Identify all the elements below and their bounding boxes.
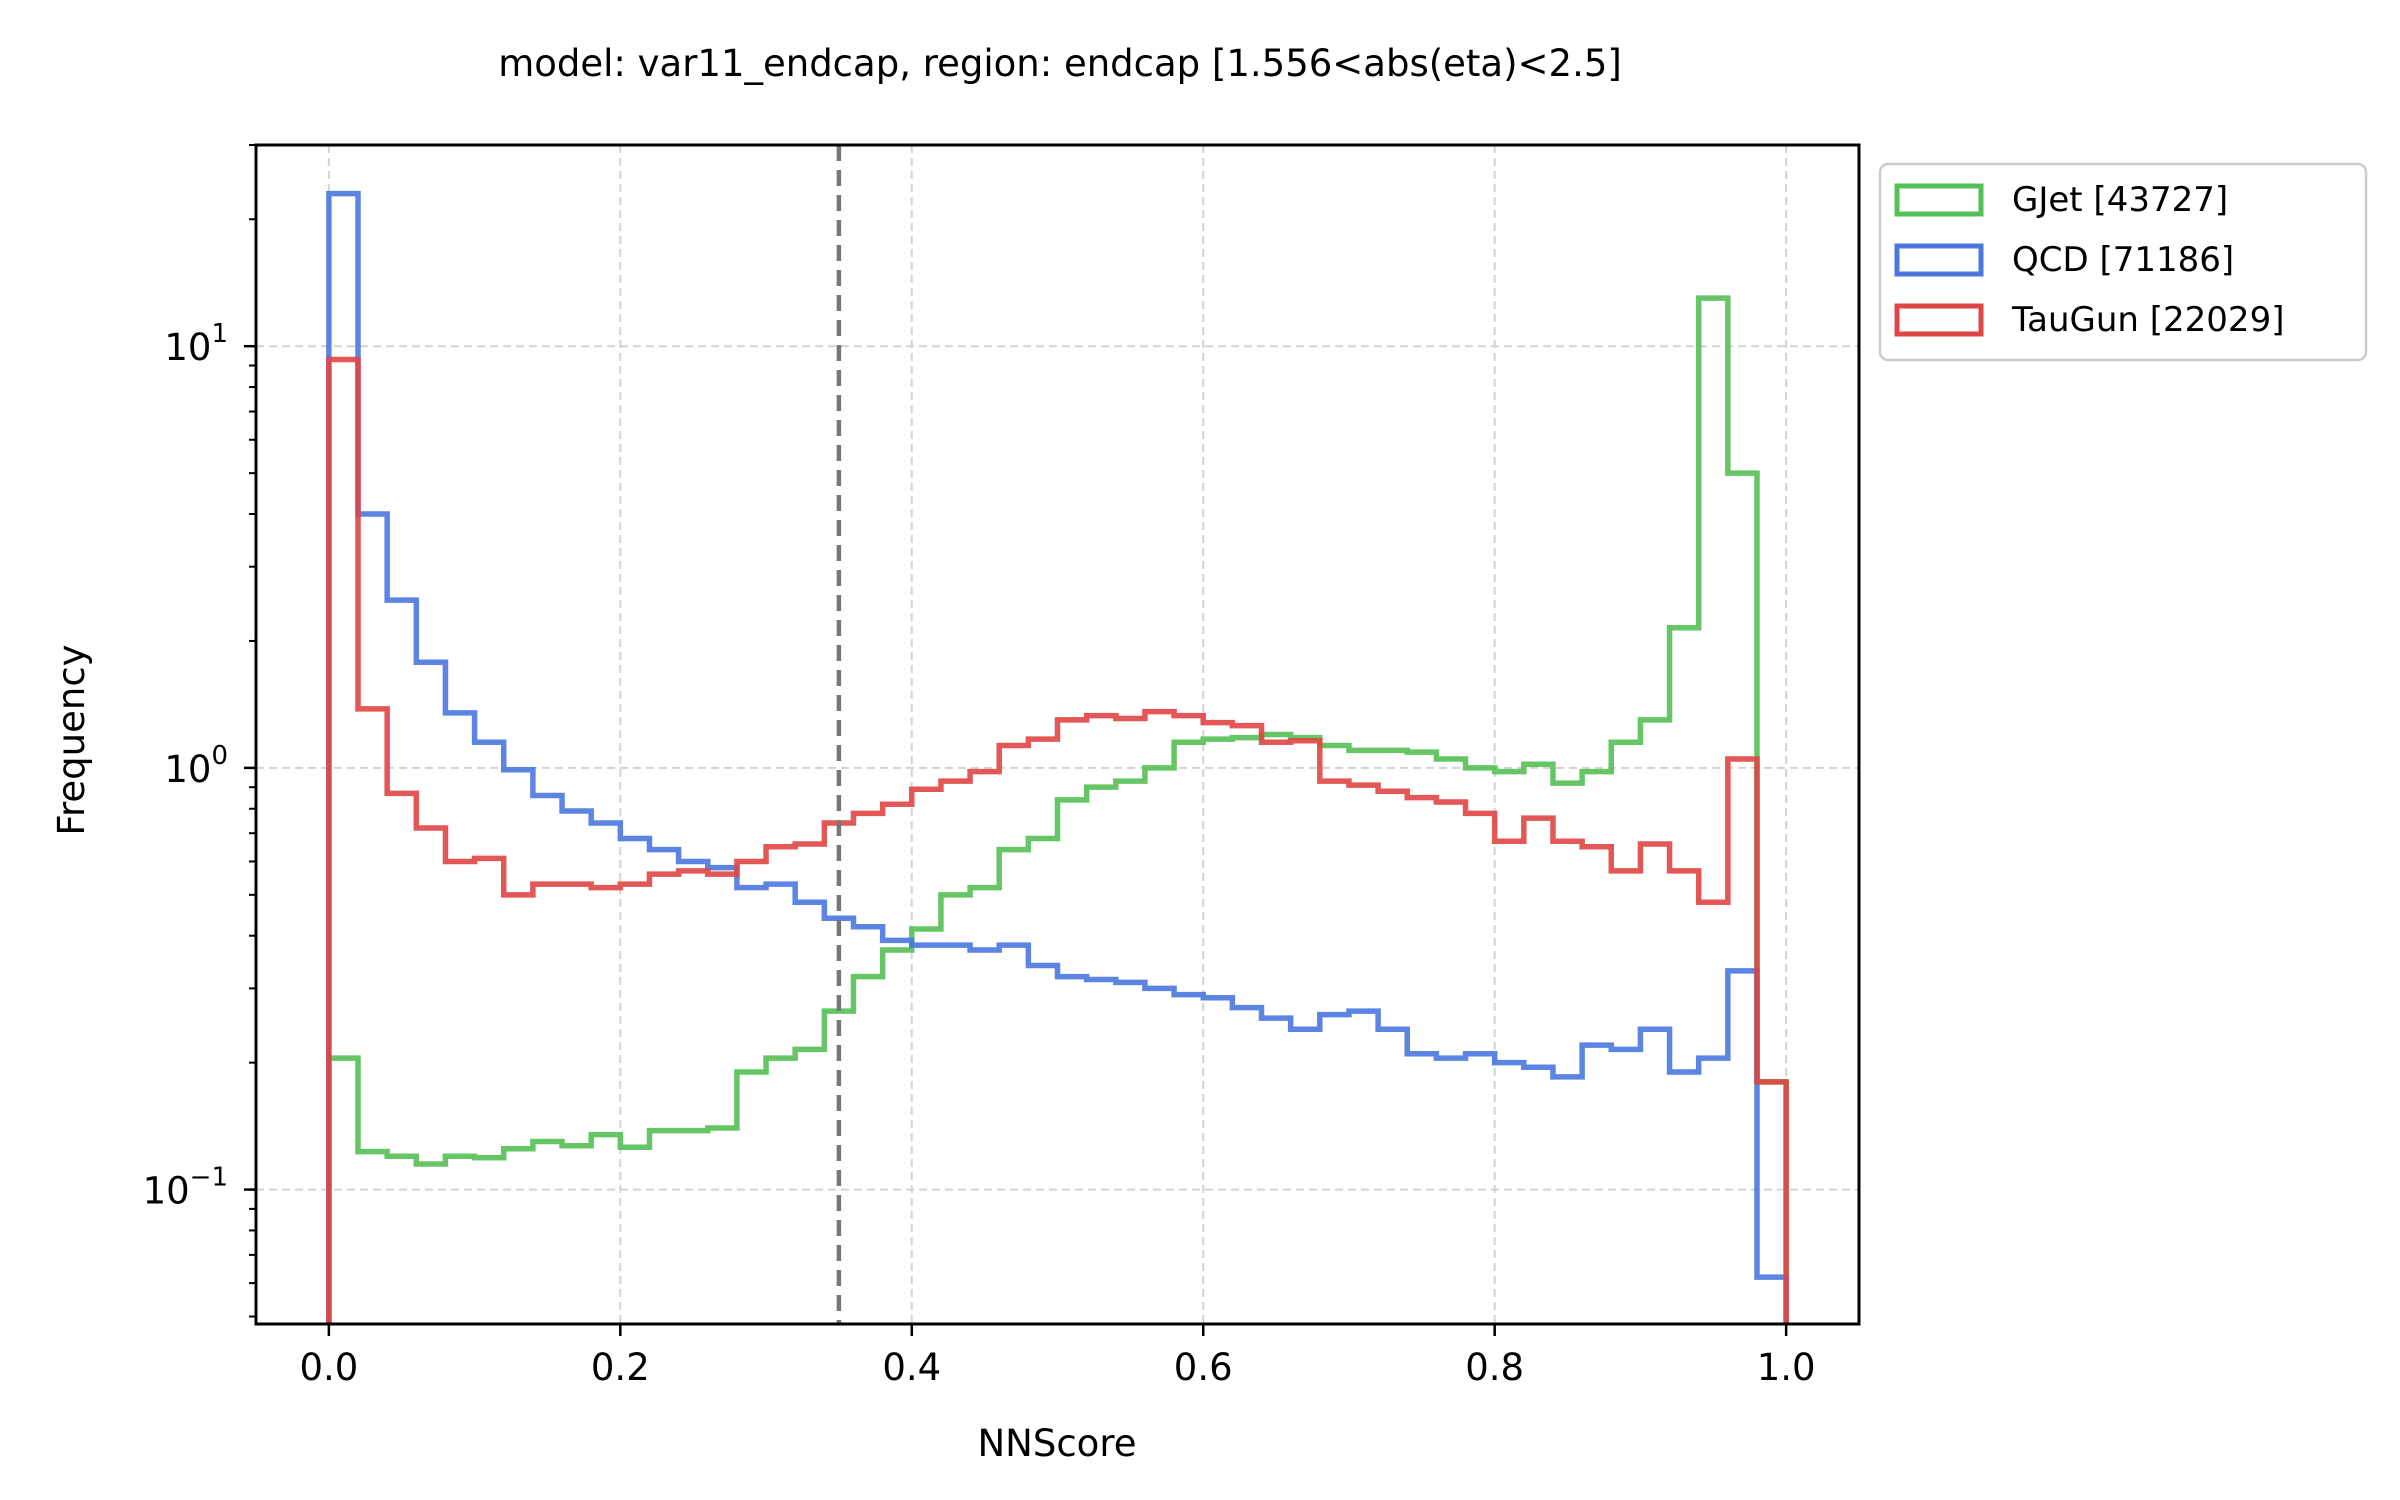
- x-axis: 0.0 0.2 0.4 0.6 0.8 1.0: [299, 1324, 1816, 1389]
- legend-swatch-taugun: [1894, 303, 1984, 337]
- x-axis-label: NNScore: [978, 1422, 1137, 1465]
- series-gjet-line: [326, 295, 1789, 1324]
- legend-label-qcd: QCD [71186]: [2012, 240, 2234, 280]
- legend-label-taugun: TauGun [22029]: [2011, 300, 2284, 340]
- legend: GJet [43727] QCD [71186] TauGun [22029]: [1878, 162, 2368, 362]
- chart-title: model: var11_endcap, region: endcap [1.5…: [498, 42, 1622, 85]
- x-tick-label: 0.2: [591, 1346, 650, 1389]
- y-axis-label: Frequency: [50, 644, 93, 835]
- x-tick-label: 1.0: [1757, 1346, 1816, 1389]
- series-taugun-line: [326, 356, 1789, 1324]
- x-tick-label: 0.8: [1465, 1346, 1524, 1389]
- legend-label-gjet: GJet [43727]: [2012, 180, 2228, 220]
- legend-frame: [1878, 162, 2368, 362]
- x-tick-label: 0.6: [1174, 1346, 1233, 1389]
- series-layer: [326, 190, 1789, 1324]
- legend-swatch-qcd: [1894, 243, 1984, 277]
- series-qcd-line: [326, 190, 1789, 1324]
- legend-swatch-gjet: [1894, 183, 1984, 217]
- x-tick-label: 0.0: [299, 1346, 358, 1389]
- x-tick-label: 0.4: [882, 1346, 941, 1389]
- plot-frame: [254, 143, 1861, 1326]
